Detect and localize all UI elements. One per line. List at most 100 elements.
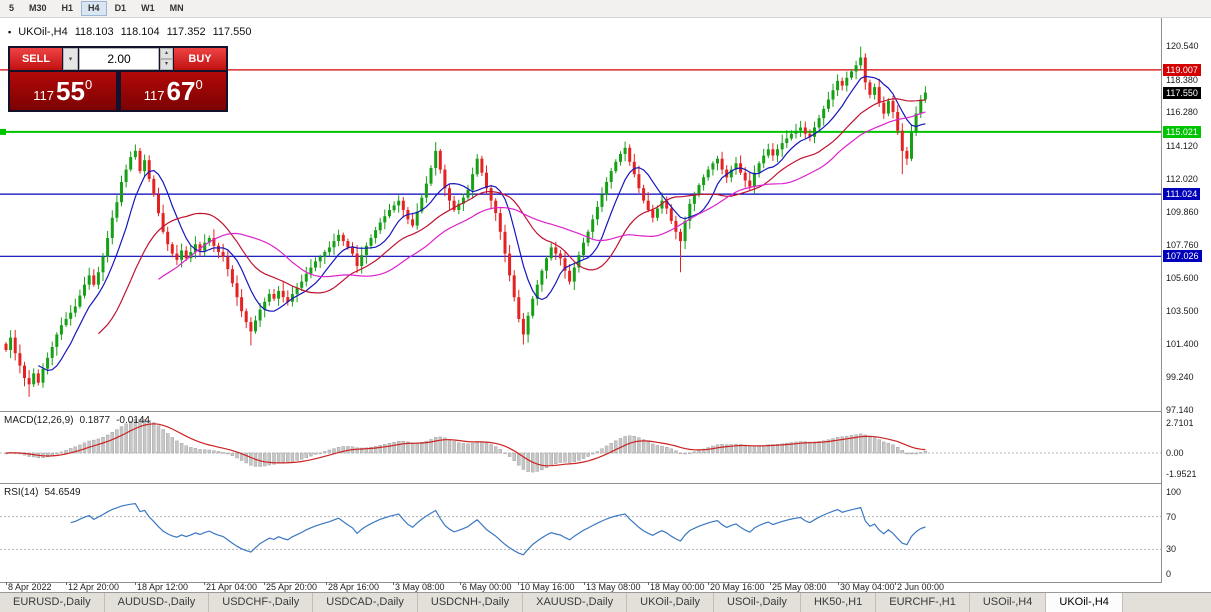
symbol-tab[interactable]: USDCNH-,Daily xyxy=(418,593,524,612)
macd-indicator-label: MACD(12,26,9) 0.1877 -0.0144 xyxy=(4,415,150,426)
buy-price-big: 67 xyxy=(166,76,196,106)
price-chart-canvas[interactable] xyxy=(0,18,1161,412)
symbol-tab[interactable]: UKOil-,H4 xyxy=(1046,593,1123,612)
sell-price-big: 55 xyxy=(56,76,85,106)
time-axis-label: 21 Apr 04:00 xyxy=(206,582,258,592)
symbol-tab[interactable]: USOil-,H4 xyxy=(970,593,1047,612)
price-level-label: 111.024 xyxy=(1163,188,1201,201)
stepper-up-button[interactable]: ▴ xyxy=(160,48,173,59)
rsi-axis-label: 100 xyxy=(1166,487,1182,497)
price-axis-tick: 107.760 xyxy=(1166,239,1199,250)
price-axis-tick: 103.500 xyxy=(1166,306,1199,317)
price-axis-tick: 114.120 xyxy=(1166,140,1198,151)
timeframe-button-MN[interactable]: MN xyxy=(169,3,184,13)
panel-separator[interactable] xyxy=(0,483,1211,484)
sell-price-display[interactable]: 117 55 0 xyxy=(10,72,116,110)
time-axis-tick xyxy=(393,582,394,585)
macd-value-signal: -0.0144 xyxy=(116,415,150,426)
time-axis-tick xyxy=(648,582,649,585)
buy-price-prefix: 117 xyxy=(143,88,165,103)
price-level-label: 115.021 xyxy=(1163,125,1201,138)
rsi-value: 54.6549 xyxy=(44,487,81,498)
time-axis-label: 18 May 00:00 xyxy=(650,582,705,592)
rsi-axis-label: 70 xyxy=(1166,511,1177,522)
symbol-tab[interactable]: AUDUSD-,Daily xyxy=(105,593,210,612)
rsi-name: RSI(14) xyxy=(4,487,39,498)
macd-axis-label: 2.7101 xyxy=(1166,418,1194,429)
price-axis-tick: 105.600 xyxy=(1166,273,1199,284)
sell-button[interactable]: SELL xyxy=(10,48,62,70)
timeframe-button-H4[interactable]: H4 xyxy=(81,1,107,16)
symbol-tab-bar: EURUSD-,Daily AUDUSD-,Daily USDCHF-,Daily U… xyxy=(0,592,1211,612)
price-axis-tick: 118.380 xyxy=(1166,74,1198,85)
price-level-label: 107.026 xyxy=(1163,250,1202,263)
time-axis-label: 25 Apr 20:00 xyxy=(266,582,318,592)
volume-dropdown-button[interactable]: ▾ xyxy=(63,48,78,70)
time-axis-tick xyxy=(204,582,205,585)
time-axis-label: 6 May 00:00 xyxy=(462,582,512,592)
macd-axis-label: -1.9521 xyxy=(1166,469,1197,480)
symbol-tab[interactable]: EURUSD-,Daily xyxy=(0,593,105,612)
timeframe-toolbar: 5 M30 H1 H4 D1 W1 MN xyxy=(0,0,1211,18)
time-axis-label: 28 Apr 16:00 xyxy=(328,582,380,592)
symbol-tab[interactable]: XAUUSD-,Daily xyxy=(523,593,628,612)
price-axis-tick: 120.540 xyxy=(1166,41,1199,51)
volume-stepper: ▴ ▾ xyxy=(160,48,173,70)
chevron-down-icon: ▾ xyxy=(68,56,73,63)
timeframe-button-M30[interactable]: M30 xyxy=(29,3,47,13)
symbol-tab[interactable]: USOil-,Daily xyxy=(714,593,801,612)
time-axis-tick xyxy=(518,582,519,585)
time-axis-label: 3 May 08:00 xyxy=(395,582,445,592)
price-axis-tick: 99.240 xyxy=(1166,372,1194,383)
buy-price-display[interactable]: 117 67 0 xyxy=(120,72,226,110)
symbol-tab[interactable]: USDCAD-,Daily xyxy=(313,593,418,612)
time-axis-tick xyxy=(264,582,265,585)
rsi-canvas[interactable] xyxy=(0,484,1161,582)
time-axis-tick xyxy=(460,582,461,585)
price-axis-tick: 97.140 xyxy=(1166,405,1194,416)
price-axis-tick: 101.400 xyxy=(1166,338,1199,349)
sell-price-prefix: 117 xyxy=(33,88,55,103)
time-axis-tick xyxy=(584,582,585,585)
stepper-down-button[interactable]: ▾ xyxy=(160,59,173,70)
symbol-tab[interactable]: HK50-,H1 xyxy=(801,593,877,612)
time-axis-tick xyxy=(895,582,896,585)
timeframe-button-H1[interactable]: H1 xyxy=(61,3,74,13)
time-axis-label: 8 Apr 2022 xyxy=(8,582,52,592)
macd-canvas[interactable] xyxy=(0,412,1161,483)
time-axis-label: 12 Apr 20:00 xyxy=(68,582,120,592)
ohlc-close: 117.550 xyxy=(212,26,252,38)
volume-input[interactable] xyxy=(79,48,159,70)
timeframe-button-W1[interactable]: W1 xyxy=(141,3,155,13)
price-level-label: 119.007 xyxy=(1163,63,1201,76)
time-axis: 8 Apr 2022 12 Apr 20:00 18 Apr 12:00 21 Apr… xyxy=(0,582,1161,592)
rsi-axis-label: 30 xyxy=(1166,544,1177,555)
symbol-ohlc-header: ▪ UKOil-,H4 118.103 118.104 117.352 117.… xyxy=(8,26,252,38)
panel-separator[interactable] xyxy=(0,411,1211,412)
price-level-label: 117.550 xyxy=(1163,86,1201,99)
macd-name: MACD(12,26,9) xyxy=(4,415,74,426)
time-axis-label: 30 May 04:00 xyxy=(840,582,895,592)
ohlc-low: 117.352 xyxy=(166,26,206,38)
time-axis-tick xyxy=(326,582,327,585)
timeframe-button-D1[interactable]: D1 xyxy=(114,3,127,13)
symbol-tab[interactable]: UKOil-,Daily xyxy=(627,593,715,612)
time-axis-tick xyxy=(135,582,136,585)
time-axis-label: 18 Apr 12:00 xyxy=(137,582,189,592)
symbol-tab[interactable]: USDCHF-,Daily xyxy=(209,593,314,612)
time-axis-tick xyxy=(708,582,709,585)
time-axis-label: 13 May 08:00 xyxy=(586,582,641,592)
symbol-tab[interactable]: EURCHF-,H1 xyxy=(876,593,970,612)
symbol-title: UKOil-,H4 xyxy=(18,26,68,38)
time-axis-tick xyxy=(770,582,771,585)
time-axis-label: 2 Jun 00:00 xyxy=(897,582,945,592)
price-axis-tick: 116.280 xyxy=(1166,107,1198,118)
buy-price-sup: 0 xyxy=(195,77,203,92)
time-axis-tick xyxy=(838,582,839,585)
chart-window: 8 Apr 2022 12 Apr 20:00 18 Apr 12:00 21 Apr… xyxy=(0,18,1211,592)
rsi-axis-label: 0 xyxy=(1166,569,1172,579)
ohlc-open: 118.103 xyxy=(74,26,114,38)
time-axis-label: 10 May 16:00 xyxy=(520,582,575,592)
timeframe-button-5[interactable]: 5 xyxy=(9,3,15,13)
buy-button[interactable]: BUY xyxy=(174,48,226,70)
